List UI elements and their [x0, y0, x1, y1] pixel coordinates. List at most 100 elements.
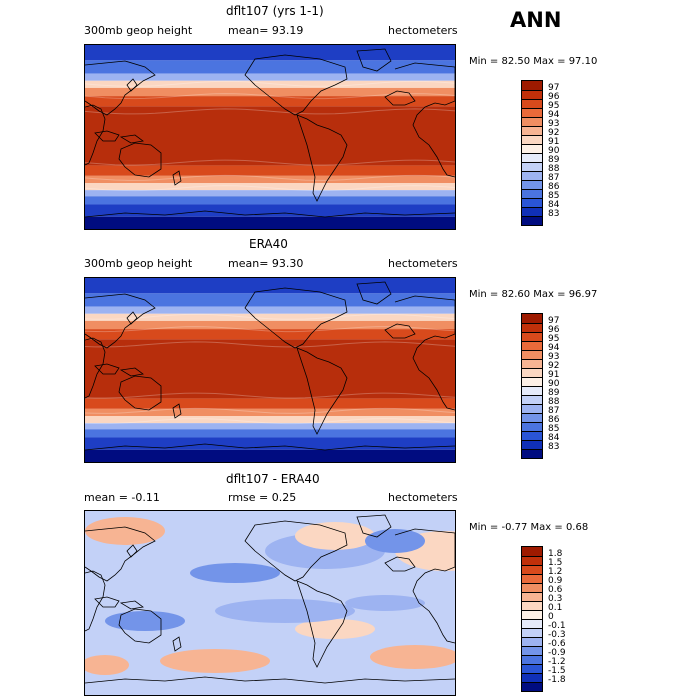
- colorbar-swatch: [522, 404, 542, 414]
- contour-line: [85, 185, 455, 192]
- colorbar-swatch: [522, 108, 542, 118]
- field-band: [85, 293, 455, 307]
- map-canvas: [85, 511, 455, 695]
- colorbar-swatch: [522, 314, 542, 324]
- colorbar-swatch: [522, 646, 542, 656]
- coastline: [356, 514, 392, 538]
- colorbar-label: -0.6: [548, 639, 566, 649]
- coastline: [85, 293, 156, 349]
- colorbar-swatch: [522, 413, 542, 423]
- colorbar-label: 83: [548, 442, 560, 452]
- coastline: [244, 287, 348, 349]
- field-band: [85, 106, 455, 166]
- field-band: [85, 80, 455, 88]
- field-band: [85, 278, 455, 294]
- field-band: [85, 175, 455, 183]
- colorbar-label: -1.2: [548, 657, 566, 667]
- panel2-map: [84, 277, 456, 463]
- coastline: [244, 520, 348, 582]
- anomaly-region: [160, 649, 270, 673]
- colorbar-label: -1.8: [548, 675, 566, 685]
- colorbar-swatch: [522, 395, 542, 405]
- panel3-units-label: hectometers: [388, 491, 458, 504]
- colorbar-swatch: [522, 153, 542, 163]
- anomaly-region: [190, 563, 280, 583]
- colorbar-label: -0.3: [548, 630, 566, 640]
- panel1-title: dflt107 (yrs 1-1): [226, 4, 324, 18]
- colorbar-swatch: [522, 601, 542, 611]
- field-band: [85, 216, 455, 229]
- colorbar-swatch: [522, 664, 542, 674]
- panel1-colorbar: [521, 80, 543, 226]
- colorbar-swatch: [522, 359, 542, 369]
- colorbar-label: 92: [548, 128, 560, 138]
- colorbar-label: 1.8: [548, 549, 563, 559]
- colorbar-swatch: [522, 574, 542, 584]
- field-band: [85, 165, 455, 176]
- coastline: [94, 130, 144, 144]
- contour-line: [85, 93, 455, 100]
- coastline: [118, 375, 162, 411]
- colorbar-label: 86: [548, 182, 560, 192]
- anomaly-region: [365, 529, 425, 553]
- colorbar-swatch: [522, 350, 542, 360]
- map-canvas: [85, 278, 455, 462]
- coastline: [296, 580, 348, 668]
- coastline: [384, 556, 416, 572]
- colorbar-label: 96: [548, 325, 560, 335]
- field-band: [85, 416, 455, 424]
- colorbar-label: 0.3: [548, 594, 563, 604]
- colorbar-swatch: [522, 189, 542, 199]
- colorbar-swatch: [522, 323, 542, 333]
- colorbar-swatch: [522, 377, 542, 387]
- field-band: [85, 339, 455, 399]
- colorbar-label: -0.9: [548, 648, 566, 658]
- colorbar-label: 0.6: [548, 585, 563, 595]
- field-band: [85, 313, 455, 321]
- coastline: [296, 347, 348, 435]
- colorbar-label: 95: [548, 101, 560, 111]
- coastline: [85, 526, 156, 582]
- colorbar-swatch: [522, 547, 542, 557]
- panel3-minmax: Min = -0.77 Max = 0.68: [469, 522, 589, 533]
- panel2-title: ERA40: [249, 237, 288, 251]
- colorbar-swatch: [522, 207, 542, 217]
- coastline: [384, 323, 416, 339]
- panel1-mean-label: mean= 93.19: [228, 24, 304, 37]
- coastline: [296, 114, 348, 202]
- coastline: [394, 295, 455, 411]
- coastline: [126, 311, 138, 325]
- colorbar-swatch: [522, 216, 542, 225]
- panel3-map: [84, 510, 456, 696]
- panel3-mean-label: mean = -0.11: [84, 491, 160, 504]
- coastline: [85, 337, 106, 399]
- colorbar-swatch: [522, 556, 542, 566]
- colorbar-swatch: [522, 673, 542, 683]
- colorbar-label: 93: [548, 352, 560, 362]
- coastline: [85, 60, 156, 116]
- colorbar-swatch: [522, 180, 542, 190]
- colorbar-label: 87: [548, 406, 560, 416]
- colorbar-label: 0: [548, 612, 554, 622]
- coastline: [94, 363, 144, 377]
- panel2-minmax: Min = 82.60 Max = 96.97: [469, 289, 598, 300]
- contour-line: [85, 392, 455, 399]
- colorbar-swatch: [522, 431, 542, 441]
- colorbar-swatch: [522, 99, 542, 109]
- field-band: [85, 408, 455, 416]
- coastline: [85, 104, 106, 166]
- anomaly-region: [295, 619, 375, 639]
- coastline: [172, 170, 182, 186]
- colorbar-label: 90: [548, 379, 560, 389]
- season-label: ANN: [510, 8, 562, 32]
- anomaly-region: [215, 599, 355, 623]
- coastline: [394, 528, 455, 644]
- colorbar-label: 93: [548, 119, 560, 129]
- anomaly-region: [105, 611, 185, 631]
- field-band: [85, 423, 455, 430]
- contour-line: [85, 313, 455, 320]
- field-band: [85, 183, 455, 191]
- coastline: [172, 636, 182, 652]
- colorbar-label: 85: [548, 424, 560, 434]
- colorbar-label: -1.5: [548, 666, 566, 676]
